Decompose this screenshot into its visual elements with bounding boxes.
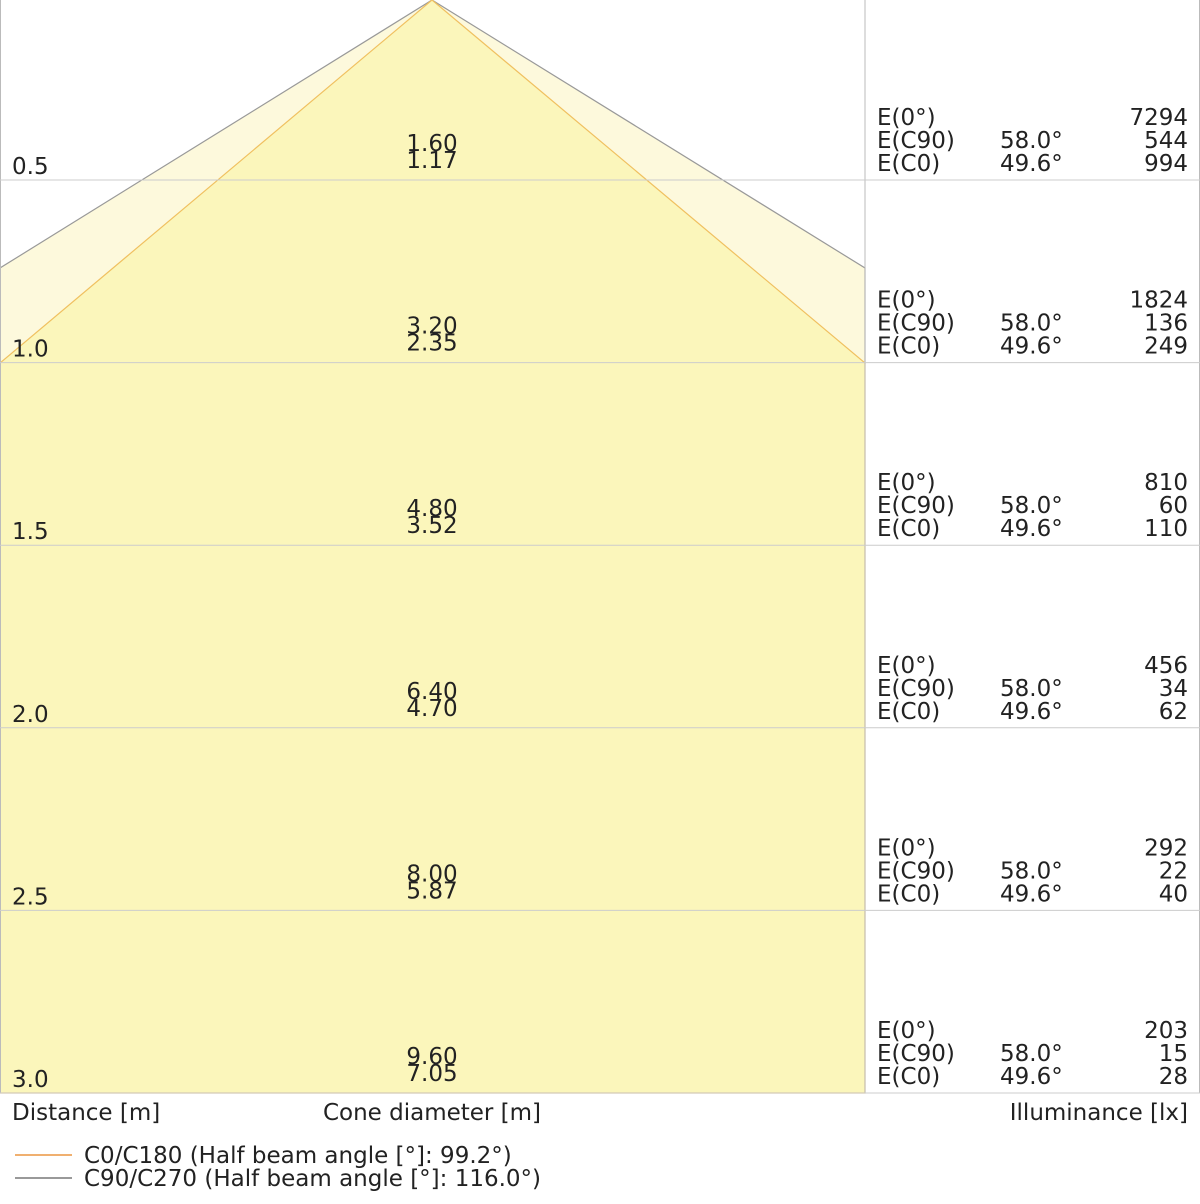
illuminance-label: E(0°) <box>877 653 936 679</box>
angle-label: 49.6° <box>1000 151 1063 177</box>
angle-label: 58.0° <box>1000 858 1063 884</box>
diameter-label: 7.05 <box>406 1061 457 1087</box>
diameter-label: 4.80 <box>406 496 457 522</box>
distance-label: 1.5 <box>12 519 49 545</box>
angle-label: 58.0° <box>1000 493 1063 519</box>
footer-label: Cone diameter [m] <box>323 1100 541 1126</box>
angle-label: 49.6° <box>1000 516 1063 542</box>
diameter-label: 6.40 <box>406 679 457 705</box>
illuminance-value: 62 <box>1159 699 1188 725</box>
angle-label: 58.0° <box>1000 676 1063 702</box>
illuminance-label: E(C0) <box>877 881 940 907</box>
illuminance-value: 1824 <box>1129 288 1188 314</box>
distance-label: 2.0 <box>12 702 49 728</box>
angle-label: 58.0° <box>1000 311 1063 337</box>
illuminance-label: E(C0) <box>877 1064 940 1090</box>
illuminance-label: E(C90) <box>877 128 955 154</box>
angle-label: 49.6° <box>1000 881 1063 907</box>
illuminance-value: 7294 <box>1129 105 1188 131</box>
illuminance-label: E(C0) <box>877 699 940 725</box>
illuminance-value: 40 <box>1159 881 1188 907</box>
diameter-label: 3.52 <box>406 513 457 539</box>
illuminance-label: E(0°) <box>877 1018 936 1044</box>
angle-label: 49.6° <box>1000 699 1063 725</box>
illuminance-label: E(C90) <box>877 676 955 702</box>
illuminance-value: 203 <box>1144 1018 1188 1044</box>
angle-label: 49.6° <box>1000 1064 1063 1090</box>
illuminance-label: E(C0) <box>877 151 940 177</box>
illuminance-value: 994 <box>1144 151 1188 177</box>
angle-label: 49.6° <box>1000 334 1063 360</box>
illuminance-label: E(0°) <box>877 288 936 314</box>
diameter-label: 3.20 <box>406 314 457 340</box>
illuminance-label: E(0°) <box>877 105 936 131</box>
illuminance-value: 136 <box>1144 311 1188 337</box>
illuminance-value: 292 <box>1144 835 1188 861</box>
angle-label: 58.0° <box>1000 1041 1063 1067</box>
illuminance-value: 110 <box>1144 516 1188 542</box>
illuminance-label: E(C0) <box>877 516 940 542</box>
angle-label: 58.0° <box>1000 128 1063 154</box>
diameter-label: 1.17 <box>406 148 457 174</box>
illuminance-value: 456 <box>1144 653 1188 679</box>
diameter-label: 9.60 <box>406 1044 457 1070</box>
diameter-label: 4.70 <box>406 696 457 722</box>
illuminance-label: E(C90) <box>877 493 955 519</box>
illuminance-value: 544 <box>1144 128 1188 154</box>
illuminance-label: E(0°) <box>877 835 936 861</box>
diameter-label: 2.35 <box>406 331 457 357</box>
illuminance-value: 28 <box>1159 1064 1188 1090</box>
diameter-label: 5.87 <box>406 878 457 904</box>
distance-label: 1.0 <box>12 337 49 363</box>
illuminance-value: 810 <box>1144 470 1188 496</box>
illuminance-label: E(0°) <box>877 470 936 496</box>
distance-label: 3.0 <box>12 1067 49 1093</box>
illuminance-value: 249 <box>1144 334 1188 360</box>
distance-label: 0.5 <box>12 154 49 180</box>
footer-label: Distance [m] <box>12 1100 160 1126</box>
illuminance-label: E(C0) <box>877 334 940 360</box>
illuminance-label: E(C90) <box>877 858 955 884</box>
footer-label: Illuminance [lx] <box>1010 1100 1188 1126</box>
illuminance-label: E(C90) <box>877 1041 955 1067</box>
legend-label: C90/C270 (Half beam angle [°]: 116.0°) <box>84 1166 541 1192</box>
illuminance-value: 60 <box>1159 493 1188 519</box>
illuminance-label: E(C90) <box>877 311 955 337</box>
illuminance-value: 15 <box>1159 1041 1188 1067</box>
diameter-label: 1.60 <box>406 131 457 157</box>
legend-label: C0/C180 (Half beam angle [°]: 99.2°) <box>84 1143 512 1169</box>
illuminance-value: 22 <box>1159 858 1188 884</box>
diameter-label: 8.00 <box>406 861 457 887</box>
distance-label: 2.5 <box>12 884 49 910</box>
illuminance-value: 34 <box>1159 676 1188 702</box>
